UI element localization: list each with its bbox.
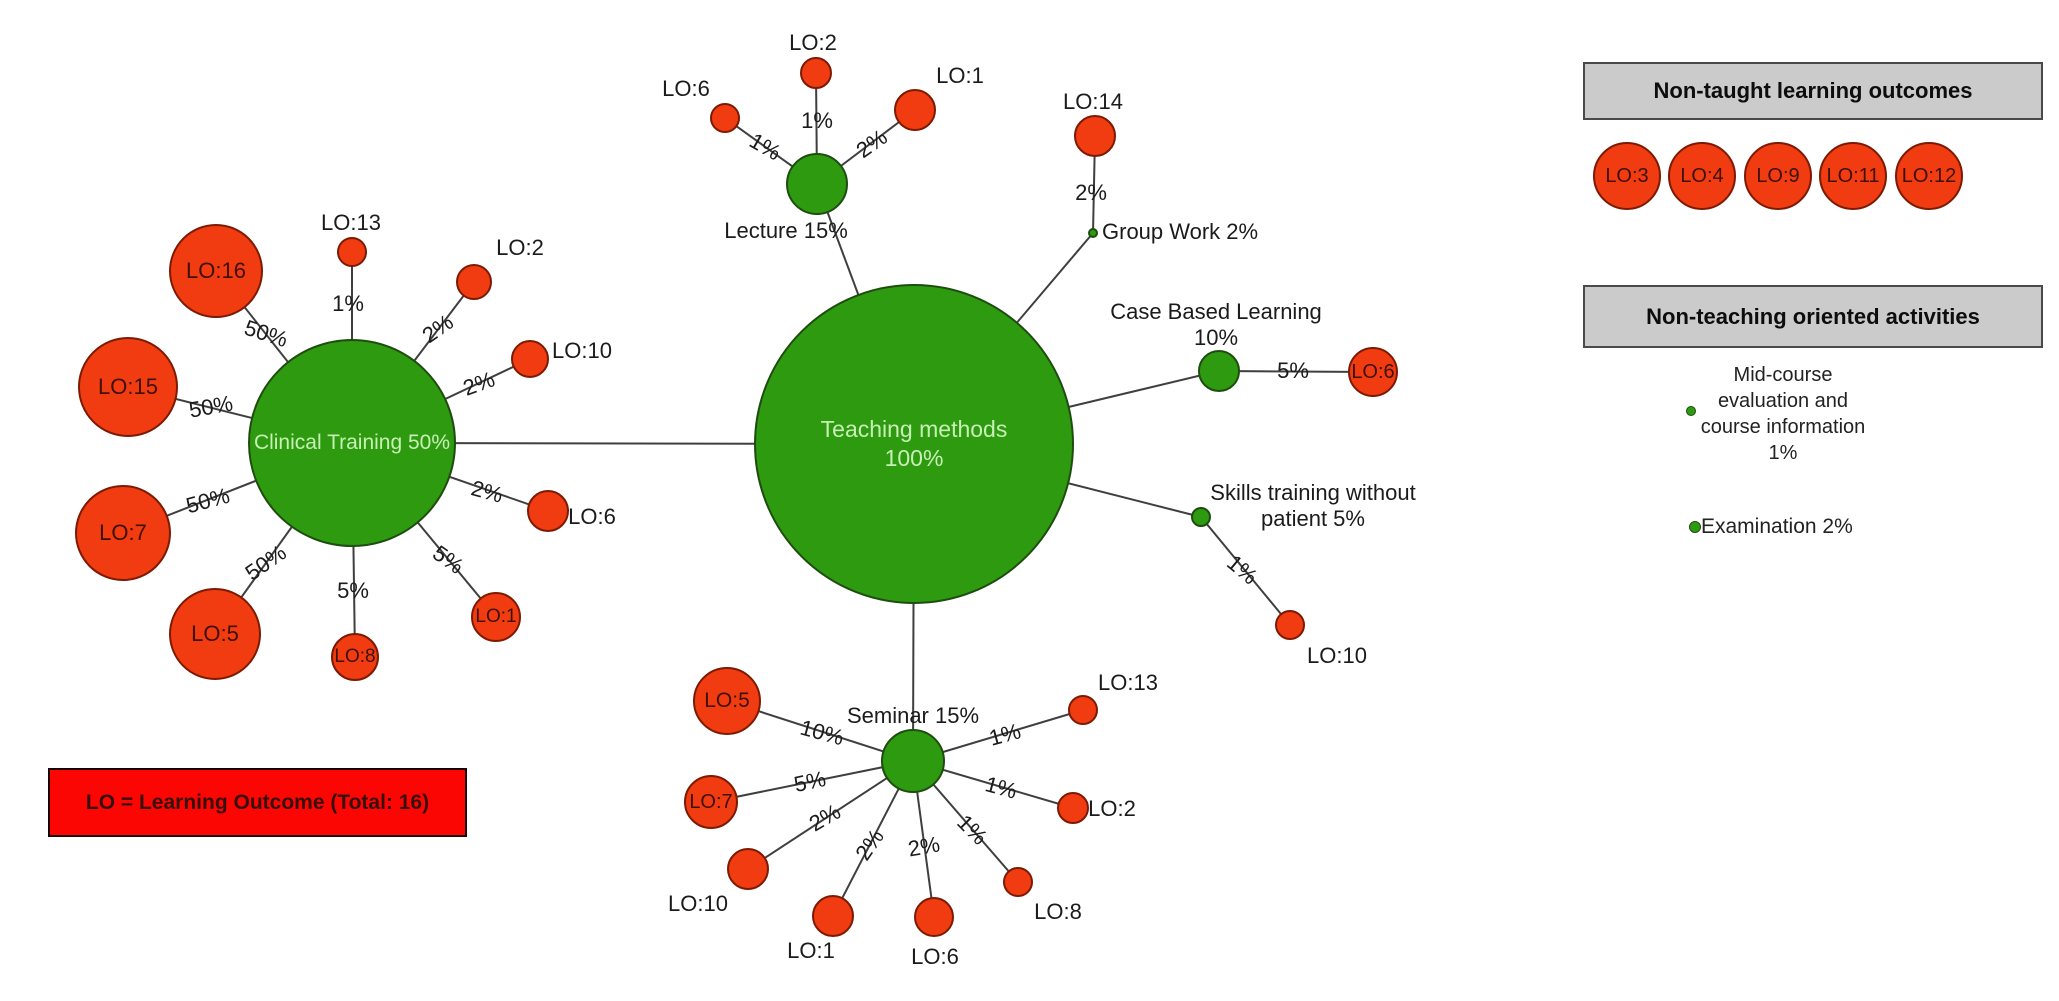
node-s-lo10 <box>1275 610 1305 640</box>
label-g-lo14: LO:14 <box>1063 89 1123 114</box>
label-c-lo1: LO:1 <box>475 605 517 627</box>
label-groupwork: Group Work 2% <box>1102 219 1259 244</box>
label-se-lo5: LO:5 <box>704 689 750 713</box>
label-c-lo8: LO:8 <box>334 645 376 667</box>
edge-label-cbl-cbl-lo6: 5% <box>1277 358 1309 383</box>
node-se-lo6 <box>914 897 954 937</box>
label-c-lo7: LO:7 <box>99 519 147 545</box>
edge-label-groupwork-g-lo14: 2% <box>1075 180 1107 205</box>
label-c-lo13: LO:13 <box>321 210 381 235</box>
edge-label-clinical-c-lo13: 1% <box>332 291 364 316</box>
label-clinical: Clinical Training 50% <box>253 430 451 454</box>
node-se-lo7: LO:7 <box>684 775 738 829</box>
node-c-lo6 <box>527 490 569 532</box>
label-seminar: Seminar 15% <box>846 703 980 728</box>
non-taught-chip-label-0: LO:3 <box>1605 165 1649 187</box>
non-taught-chip-lo4: LO:4 <box>1668 142 1736 210</box>
label-se-lo1: LO:1 <box>787 938 835 963</box>
node-g-lo14 <box>1074 115 1116 157</box>
non-taught-chip-lo12: LO:12 <box>1895 142 1963 210</box>
node-lecture <box>786 153 848 215</box>
label-c-lo2: LO:2 <box>496 235 544 260</box>
node-se-lo13 <box>1068 695 1098 725</box>
label-c-lo6: LO:6 <box>568 504 616 529</box>
non-teaching-panel: Non-teaching oriented activities <box>1583 285 2043 348</box>
node-se-lo2 <box>1057 792 1089 824</box>
node-c-lo13 <box>337 237 367 267</box>
node-l-lo6 <box>710 103 740 133</box>
non-taught-chip-label-1: LO:4 <box>1680 165 1724 187</box>
non-teaching-title: Non-teaching oriented activities <box>1646 303 1980 329</box>
label-s-lo10: LO:10 <box>1307 643 1367 668</box>
label-lecture: Lecture 15% <box>724 218 848 243</box>
node-l-lo1 <box>894 89 936 131</box>
edge-cbl-cbl-lo6 <box>1218 370 1374 373</box>
edge-seminar-se-lo10 <box>747 760 914 870</box>
label-se-lo10: LO:10 <box>668 891 728 916</box>
node-l-lo2 <box>800 57 832 89</box>
non-taught-chip-lo3: LO:3 <box>1593 142 1661 210</box>
label-l-lo6: LO:6 <box>662 76 710 101</box>
non-taught-chip-label-3: LO:11 <box>1826 165 1880 187</box>
node-c-lo16: LO:16 <box>169 224 263 318</box>
non-taught-chip-label-2: LO:9 <box>1756 165 1800 187</box>
label-se-lo13: LO:13 <box>1098 670 1158 695</box>
examination-label: Examination 2% <box>1701 515 1853 538</box>
node-cbl-lo6: LO:6 <box>1348 347 1398 397</box>
node-c-lo5: LO:5 <box>169 588 261 680</box>
node-se-lo5: LO:5 <box>693 667 761 735</box>
label-l-lo2: LO:2 <box>789 30 837 55</box>
node-cbl <box>1198 350 1240 392</box>
node-skills <box>1191 507 1211 527</box>
edge-skills-s-lo10 <box>1200 516 1291 626</box>
node-seminar <box>881 729 945 793</box>
label-c-lo15: LO:15 <box>98 373 158 399</box>
edge-label-seminar-se-lo6: 2% <box>906 831 942 862</box>
label-cbl-lo6: LO:6 <box>1351 361 1395 383</box>
non-taught-chip-label-4: LO:12 <box>1901 165 1957 187</box>
label-se-lo6: LO:6 <box>911 944 959 969</box>
label-se-lo7: LO:7 <box>689 791 733 813</box>
node-teaching: Teaching methods 100% <box>754 284 1074 604</box>
non-taught-title: Non-taught learning outcomes <box>1653 78 1973 103</box>
label-c-lo5: LO:5 <box>191 620 239 646</box>
non-taught-chip-lo11: LO:11 <box>1819 142 1887 210</box>
edge-label-clinical-c-lo8: 5% <box>337 578 369 603</box>
non-taught-panel: Non-taught learning outcomes <box>1583 62 2043 120</box>
node-se-lo1 <box>812 895 854 937</box>
label-c-lo16: LO:16 <box>186 257 246 283</box>
node-se-lo8 <box>1003 867 1033 897</box>
midcourse-bullet-dot-icon <box>1686 406 1696 416</box>
label-cbl: Case Based Learning 10% <box>1110 299 1322 350</box>
node-c-lo10 <box>511 340 549 378</box>
edge-seminar-se-lo7 <box>710 760 914 803</box>
edge-label-lecture-l-lo2: 1% <box>801 108 833 133</box>
legend-box: LO = Learning Outcome (Total: 16) <box>48 768 467 837</box>
node-c-lo7: LO:7 <box>75 485 171 581</box>
legend-label: LO = Learning Outcome (Total: 16) <box>85 790 430 814</box>
label-teaching: Teaching methods 100% <box>820 416 1008 471</box>
label-c-lo10: LO:10 <box>552 338 612 363</box>
node-groupwork <box>1088 228 1098 238</box>
label-skills: Skills training without patient 5% <box>1210 480 1416 531</box>
examination-bullet-dot-icon <box>1689 521 1701 533</box>
node-c-lo15: LO:15 <box>78 337 178 437</box>
node-se-lo10 <box>727 848 769 890</box>
node-c-lo1: LO:1 <box>471 592 521 642</box>
node-c-lo2 <box>456 264 492 300</box>
node-c-lo8: LO:8 <box>331 633 379 681</box>
non-taught-chip-lo9: LO:9 <box>1744 142 1812 210</box>
label-se-lo8: LO:8 <box>1034 899 1082 924</box>
node-clinical: Clinical Training 50% <box>248 339 456 547</box>
label-l-lo1: LO:1 <box>936 63 984 88</box>
midcourse-label: Mid-course evaluation and course informa… <box>1700 364 1866 464</box>
label-se-lo2: LO:2 <box>1088 796 1136 821</box>
